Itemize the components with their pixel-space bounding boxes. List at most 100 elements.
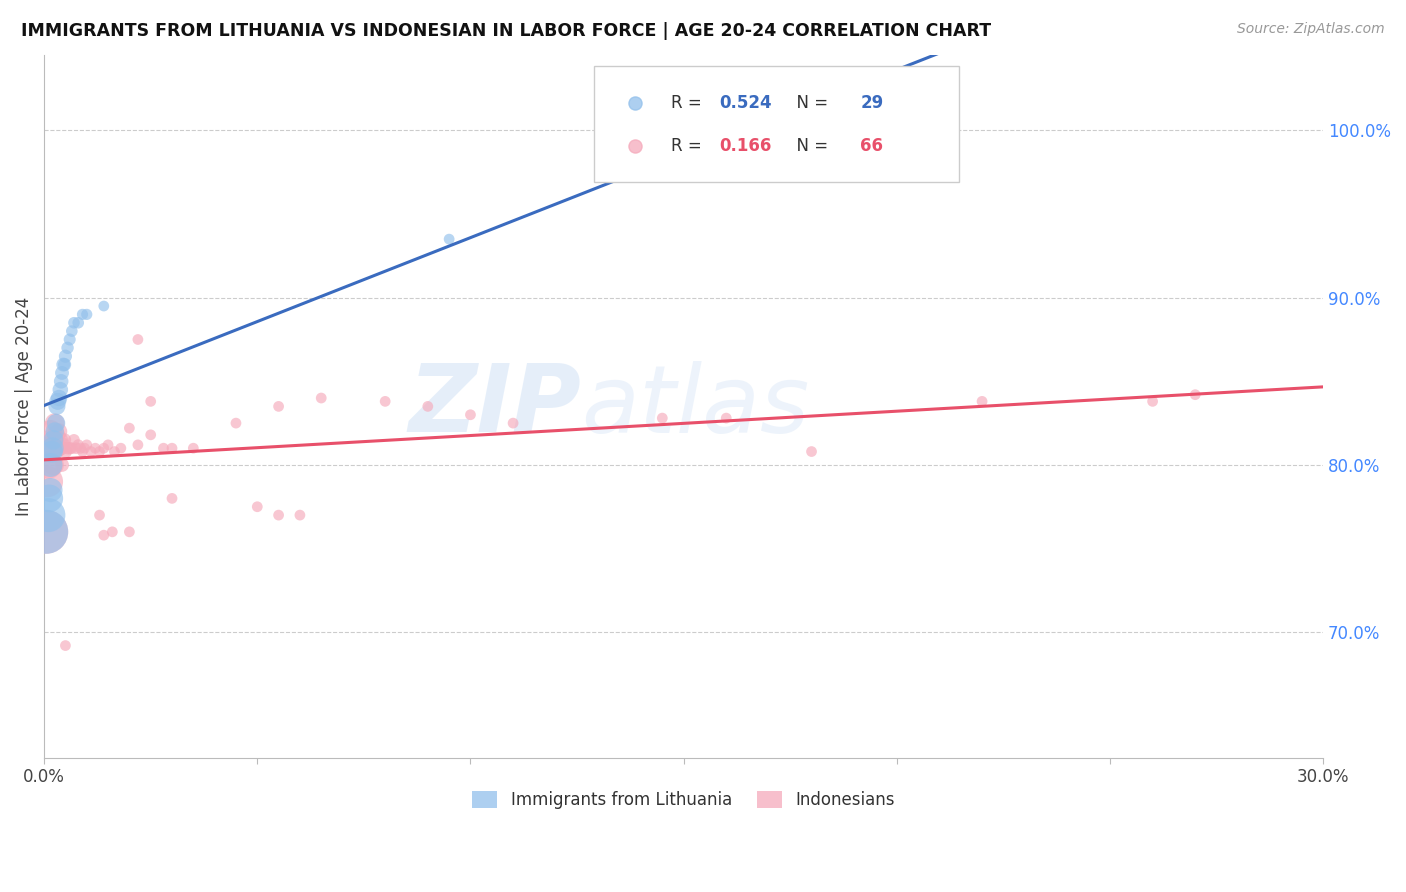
Point bbox=[80, 444, 103, 458]
Point bbox=[970, 394, 993, 409]
Point bbox=[44, 416, 66, 430]
Point bbox=[60, 441, 83, 455]
Point bbox=[72, 444, 94, 458]
Text: 66: 66 bbox=[860, 137, 883, 155]
Point bbox=[42, 458, 65, 472]
Point bbox=[152, 441, 174, 455]
Point bbox=[93, 441, 115, 455]
Point bbox=[651, 411, 673, 425]
Y-axis label: In Labor Force | Age 20-24: In Labor Force | Age 20-24 bbox=[15, 297, 32, 516]
Point bbox=[41, 441, 63, 455]
Point bbox=[41, 441, 63, 455]
Point bbox=[288, 508, 311, 522]
Point bbox=[76, 307, 98, 321]
Point bbox=[246, 500, 269, 514]
Point bbox=[51, 458, 73, 472]
Point bbox=[45, 441, 67, 455]
Text: 0.166: 0.166 bbox=[720, 137, 772, 155]
Point bbox=[65, 441, 87, 455]
Point bbox=[51, 366, 73, 380]
Point bbox=[800, 444, 823, 458]
Text: R =: R = bbox=[671, 137, 707, 155]
Point bbox=[118, 524, 141, 539]
Point bbox=[67, 316, 90, 330]
Point bbox=[35, 524, 58, 539]
Point bbox=[39, 425, 62, 439]
Point bbox=[55, 639, 77, 653]
Point bbox=[56, 441, 79, 455]
Point bbox=[49, 383, 72, 397]
Point bbox=[51, 441, 73, 455]
Point bbox=[93, 299, 115, 313]
Point bbox=[821, 115, 844, 129]
Point bbox=[1184, 387, 1206, 401]
Point bbox=[56, 341, 79, 355]
Point bbox=[55, 444, 77, 458]
Point bbox=[69, 441, 91, 455]
Point bbox=[41, 444, 63, 458]
Text: N =: N = bbox=[786, 137, 834, 155]
Point bbox=[63, 316, 86, 330]
Point bbox=[52, 438, 75, 452]
Point bbox=[55, 349, 77, 363]
Text: IMMIGRANTS FROM LITHUANIA VS INDONESIAN IN LABOR FORCE | AGE 20-24 CORRELATION C: IMMIGRANTS FROM LITHUANIA VS INDONESIAN … bbox=[21, 22, 991, 40]
Point bbox=[49, 433, 72, 447]
Point bbox=[716, 411, 738, 425]
Point bbox=[38, 441, 60, 455]
Text: N =: N = bbox=[786, 95, 834, 112]
Point bbox=[46, 394, 69, 409]
Point bbox=[72, 307, 94, 321]
Point bbox=[53, 433, 76, 447]
Text: ZIP: ZIP bbox=[408, 360, 581, 452]
Point bbox=[45, 416, 67, 430]
Point bbox=[59, 333, 82, 347]
Point bbox=[37, 475, 59, 489]
Point bbox=[110, 441, 132, 455]
Point bbox=[89, 508, 111, 522]
Point bbox=[1142, 394, 1164, 409]
Point bbox=[76, 438, 98, 452]
Point bbox=[59, 441, 82, 455]
Point bbox=[37, 458, 59, 472]
Point bbox=[127, 438, 149, 452]
Point bbox=[437, 232, 460, 246]
Legend: Immigrants from Lithuania, Indonesians: Immigrants from Lithuania, Indonesians bbox=[465, 785, 901, 816]
Text: 29: 29 bbox=[860, 95, 883, 112]
Point bbox=[127, 333, 149, 347]
Point bbox=[309, 391, 332, 405]
Point bbox=[37, 508, 59, 522]
Point bbox=[46, 441, 69, 455]
Point bbox=[93, 528, 115, 542]
Text: 0.524: 0.524 bbox=[720, 95, 772, 112]
Point bbox=[103, 444, 125, 458]
Point bbox=[89, 444, 111, 458]
Point bbox=[52, 358, 75, 372]
Point bbox=[502, 416, 524, 430]
Point bbox=[183, 441, 205, 455]
Point bbox=[139, 394, 162, 409]
Point bbox=[45, 427, 67, 442]
Point bbox=[84, 441, 107, 455]
Point bbox=[39, 458, 62, 472]
Point bbox=[73, 441, 96, 455]
Point bbox=[160, 491, 183, 506]
Point bbox=[48, 391, 70, 405]
Point bbox=[38, 491, 60, 506]
Point bbox=[48, 425, 70, 439]
Point bbox=[41, 433, 63, 447]
Point bbox=[374, 394, 396, 409]
Point bbox=[416, 400, 439, 414]
Point bbox=[460, 408, 482, 422]
Point bbox=[267, 400, 290, 414]
Point bbox=[60, 324, 83, 338]
Point bbox=[67, 438, 90, 452]
Point bbox=[97, 438, 120, 452]
Point bbox=[267, 508, 290, 522]
Point bbox=[118, 421, 141, 435]
Point bbox=[225, 416, 247, 430]
FancyBboxPatch shape bbox=[595, 66, 959, 182]
Point bbox=[35, 524, 58, 539]
Point bbox=[44, 425, 66, 439]
Point bbox=[160, 441, 183, 455]
Point bbox=[45, 400, 67, 414]
